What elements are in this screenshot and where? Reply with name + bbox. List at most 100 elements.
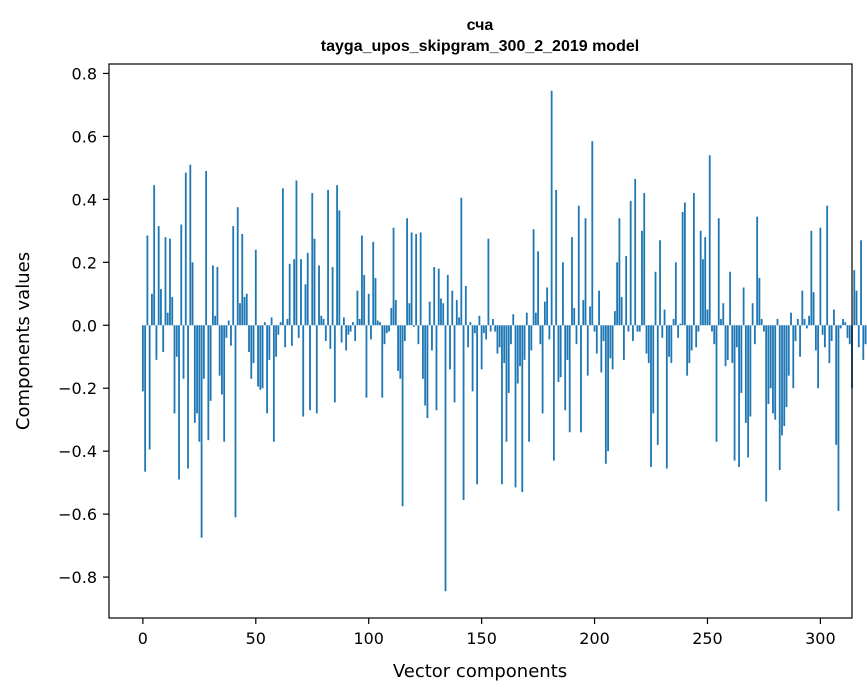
bar-215 — [627, 325, 630, 332]
bar-143 — [464, 285, 467, 326]
bar-162 — [507, 325, 510, 393]
bar-series — [141, 90, 867, 592]
bar-183 — [555, 189, 558, 326]
bar-224 — [647, 325, 650, 364]
bar-155 — [492, 318, 494, 326]
bar-38 — [227, 320, 230, 326]
bar-191 — [573, 307, 576, 326]
bar-61 — [279, 322, 282, 326]
bar-127 — [428, 301, 431, 326]
bar-227 — [654, 271, 657, 326]
bar-69 — [297, 325, 300, 338]
bar-241 — [686, 325, 689, 376]
bar-146 — [471, 325, 474, 392]
bar-189 — [568, 325, 571, 433]
bar-228 — [656, 325, 659, 445]
bar-55 — [266, 325, 268, 414]
bar-220 — [638, 325, 641, 332]
bar-15 — [175, 325, 178, 357]
bar-317 — [857, 325, 860, 348]
x-tick-label: 300 — [805, 629, 836, 648]
bar-86 — [336, 185, 338, 326]
bar-101 — [370, 325, 372, 340]
bar-208 — [611, 325, 614, 370]
x-axis-ticks: 0 50 100 150 200 250 300 — [138, 618, 836, 648]
bar-117 — [406, 218, 409, 326]
bar-102 — [372, 241, 375, 326]
x-tick-label: 0 — [138, 629, 148, 648]
bar-104 — [376, 320, 379, 326]
bar-264 — [738, 325, 740, 467]
chart-subtitle: tayga_upos_skipgram_300_2_2019 model — [321, 38, 639, 55]
bar-5 — [153, 185, 156, 326]
bar-135 — [446, 274, 449, 326]
bar-21 — [189, 164, 192, 326]
bar-95 — [356, 290, 359, 326]
bar-25 — [198, 325, 201, 442]
bar-296 — [810, 230, 813, 326]
bar-77 — [315, 325, 318, 414]
bar-79 — [320, 315, 323, 326]
x-tick-label: 250 — [692, 629, 723, 648]
bar-237 — [677, 325, 680, 338]
bar-259 — [726, 325, 729, 360]
bar-22 — [191, 262, 194, 326]
bar-170 — [525, 312, 528, 326]
bar-36 — [223, 325, 226, 442]
bar-31 — [211, 265, 214, 326]
bar-297 — [812, 292, 815, 326]
bar-24 — [196, 325, 198, 414]
bar-26 — [200, 325, 203, 538]
bar-255 — [717, 218, 720, 326]
bar-34 — [218, 325, 221, 376]
bar-144 — [467, 325, 469, 348]
bar-87 — [338, 210, 341, 326]
bar-112 — [394, 300, 397, 326]
bar-12 — [169, 238, 171, 326]
bar-17 — [180, 224, 183, 326]
bar-96 — [358, 318, 361, 326]
y-tick-label: −0.8 — [58, 568, 97, 587]
bar-30 — [209, 325, 212, 401]
bar-281 — [776, 318, 779, 326]
bar-52 — [259, 325, 262, 390]
bar-257 — [722, 303, 725, 326]
bar-256 — [720, 318, 722, 326]
bar-109 — [388, 325, 390, 332]
bar-231 — [663, 309, 666, 326]
bar-293 — [803, 318, 806, 326]
bar-319 — [862, 325, 865, 360]
bar-13 — [171, 296, 174, 326]
bar-123 — [419, 232, 422, 326]
bar-221 — [641, 230, 643, 326]
bar-201 — [595, 325, 598, 354]
x-axis-label: Vector components — [393, 661, 567, 682]
bar-272 — [756, 216, 759, 326]
bar-8 — [160, 289, 162, 326]
y-tick-label: 0.4 — [72, 190, 97, 209]
bar-192 — [575, 325, 578, 345]
bar-14 — [173, 325, 176, 414]
bar-300 — [819, 227, 822, 326]
bar-47 — [248, 325, 250, 353]
bar-103 — [374, 278, 377, 326]
bar-67 — [293, 259, 296, 326]
bar-180 — [548, 325, 551, 340]
bar-91 — [347, 325, 350, 335]
bar-62 — [281, 188, 284, 326]
bar-40 — [232, 226, 235, 326]
bar-11 — [166, 312, 169, 326]
bar-58 — [272, 325, 275, 442]
bar-177 — [541, 325, 544, 414]
bar-145 — [469, 322, 472, 326]
bar-197 — [586, 325, 589, 376]
bar-188 — [566, 325, 569, 360]
bar-150 — [480, 325, 483, 370]
bar-154 — [489, 325, 492, 332]
bar-128 — [431, 325, 433, 351]
bar-20 — [187, 325, 189, 469]
bar-137 — [451, 290, 454, 326]
bar-139 — [455, 300, 458, 326]
bar-131 — [437, 268, 440, 326]
bar-246 — [697, 325, 700, 332]
